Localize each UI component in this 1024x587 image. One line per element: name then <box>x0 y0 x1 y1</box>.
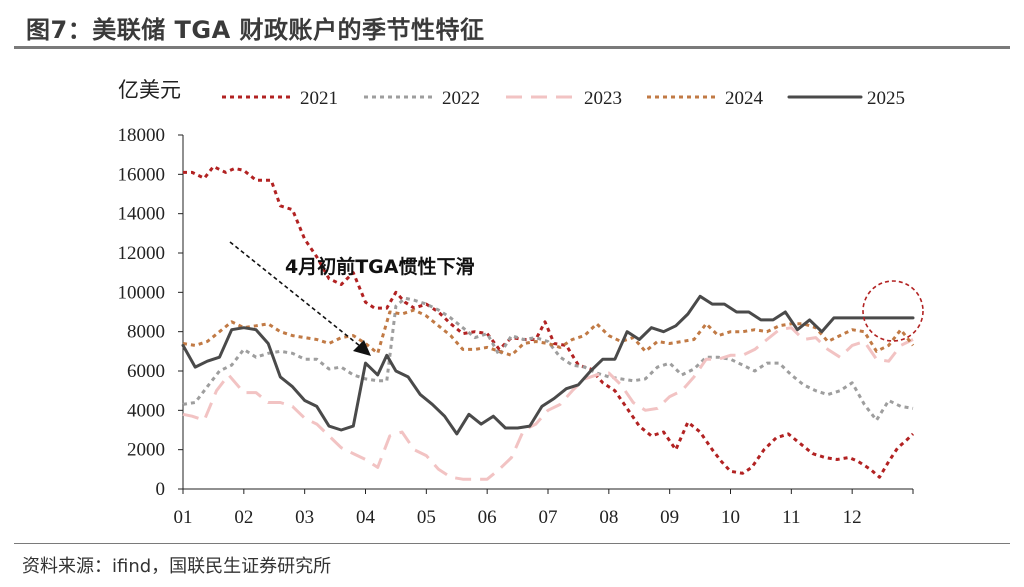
x-tick-label: 11 <box>782 507 800 528</box>
annotation-arrow <box>229 241 366 351</box>
chart-axes: 0 2000 4000 6000 8000 10000 12000 14000 16000 180… <box>118 125 914 528</box>
annotation-arrow-head <box>353 340 371 356</box>
source-note: 资料来源：ifind，国联民生证券研究所 <box>22 556 332 577</box>
x-tick-label: 08 <box>599 507 618 528</box>
series-line-2024 <box>182 308 915 357</box>
source-divider <box>14 543 1010 544</box>
title-divider <box>14 46 1010 49</box>
legend-label-2022: 2022 <box>442 88 480 109</box>
y-tick-label: 0 <box>156 479 166 500</box>
highlight-circle <box>862 280 924 342</box>
chart-legend: 2021 2022 2023 2024 2025 <box>222 88 905 109</box>
y-tick-label: 12000 <box>118 243 166 264</box>
y-tick-label: 10000 <box>118 282 166 303</box>
x-tick-label: 12 <box>843 507 862 528</box>
series-line-2021 <box>183 165 915 479</box>
x-tick-label: 10 <box>721 507 740 528</box>
legend-label-2021: 2021 <box>300 88 338 109</box>
y-tick-label: 4000 <box>127 400 165 421</box>
y-axis-unit-label: 亿美元 <box>118 78 181 102</box>
y-tick-label: 6000 <box>127 361 165 382</box>
chart-annotation-layer: 4月初前TGA惯性下滑 <box>229 241 924 356</box>
y-tick-label: 16000 <box>118 164 166 185</box>
legend-label-2024: 2024 <box>725 88 764 109</box>
series-line-2023 <box>182 326 914 481</box>
chart-series <box>181 165 915 481</box>
y-tick-label: 18000 <box>118 125 166 146</box>
y-tick-label: 14000 <box>118 204 166 225</box>
y-tick-label: 2000 <box>127 440 165 461</box>
x-tick-label: 02 <box>234 507 253 528</box>
x-tick-label: 04 <box>356 507 376 528</box>
annotation-text: 4月初前TGA惯性下滑 <box>285 255 474 278</box>
legend-label-2023: 2023 <box>584 88 622 109</box>
legend-label-2025: 2025 <box>867 88 905 109</box>
x-tick-label: 03 <box>295 507 314 528</box>
y-tick-label: 8000 <box>127 322 165 343</box>
x-tick-label: 09 <box>660 507 679 528</box>
series-line-2022 <box>182 296 914 422</box>
x-tick-label: 05 <box>417 507 436 528</box>
page-title: 图7：美联储 TGA 财政账户的季节性特征 <box>26 16 485 44</box>
x-tick-label: 01 <box>174 507 193 528</box>
series-line-2025 <box>181 294 915 436</box>
x-tick-label: 06 <box>478 507 497 528</box>
x-tick-label: 07 <box>539 507 558 528</box>
